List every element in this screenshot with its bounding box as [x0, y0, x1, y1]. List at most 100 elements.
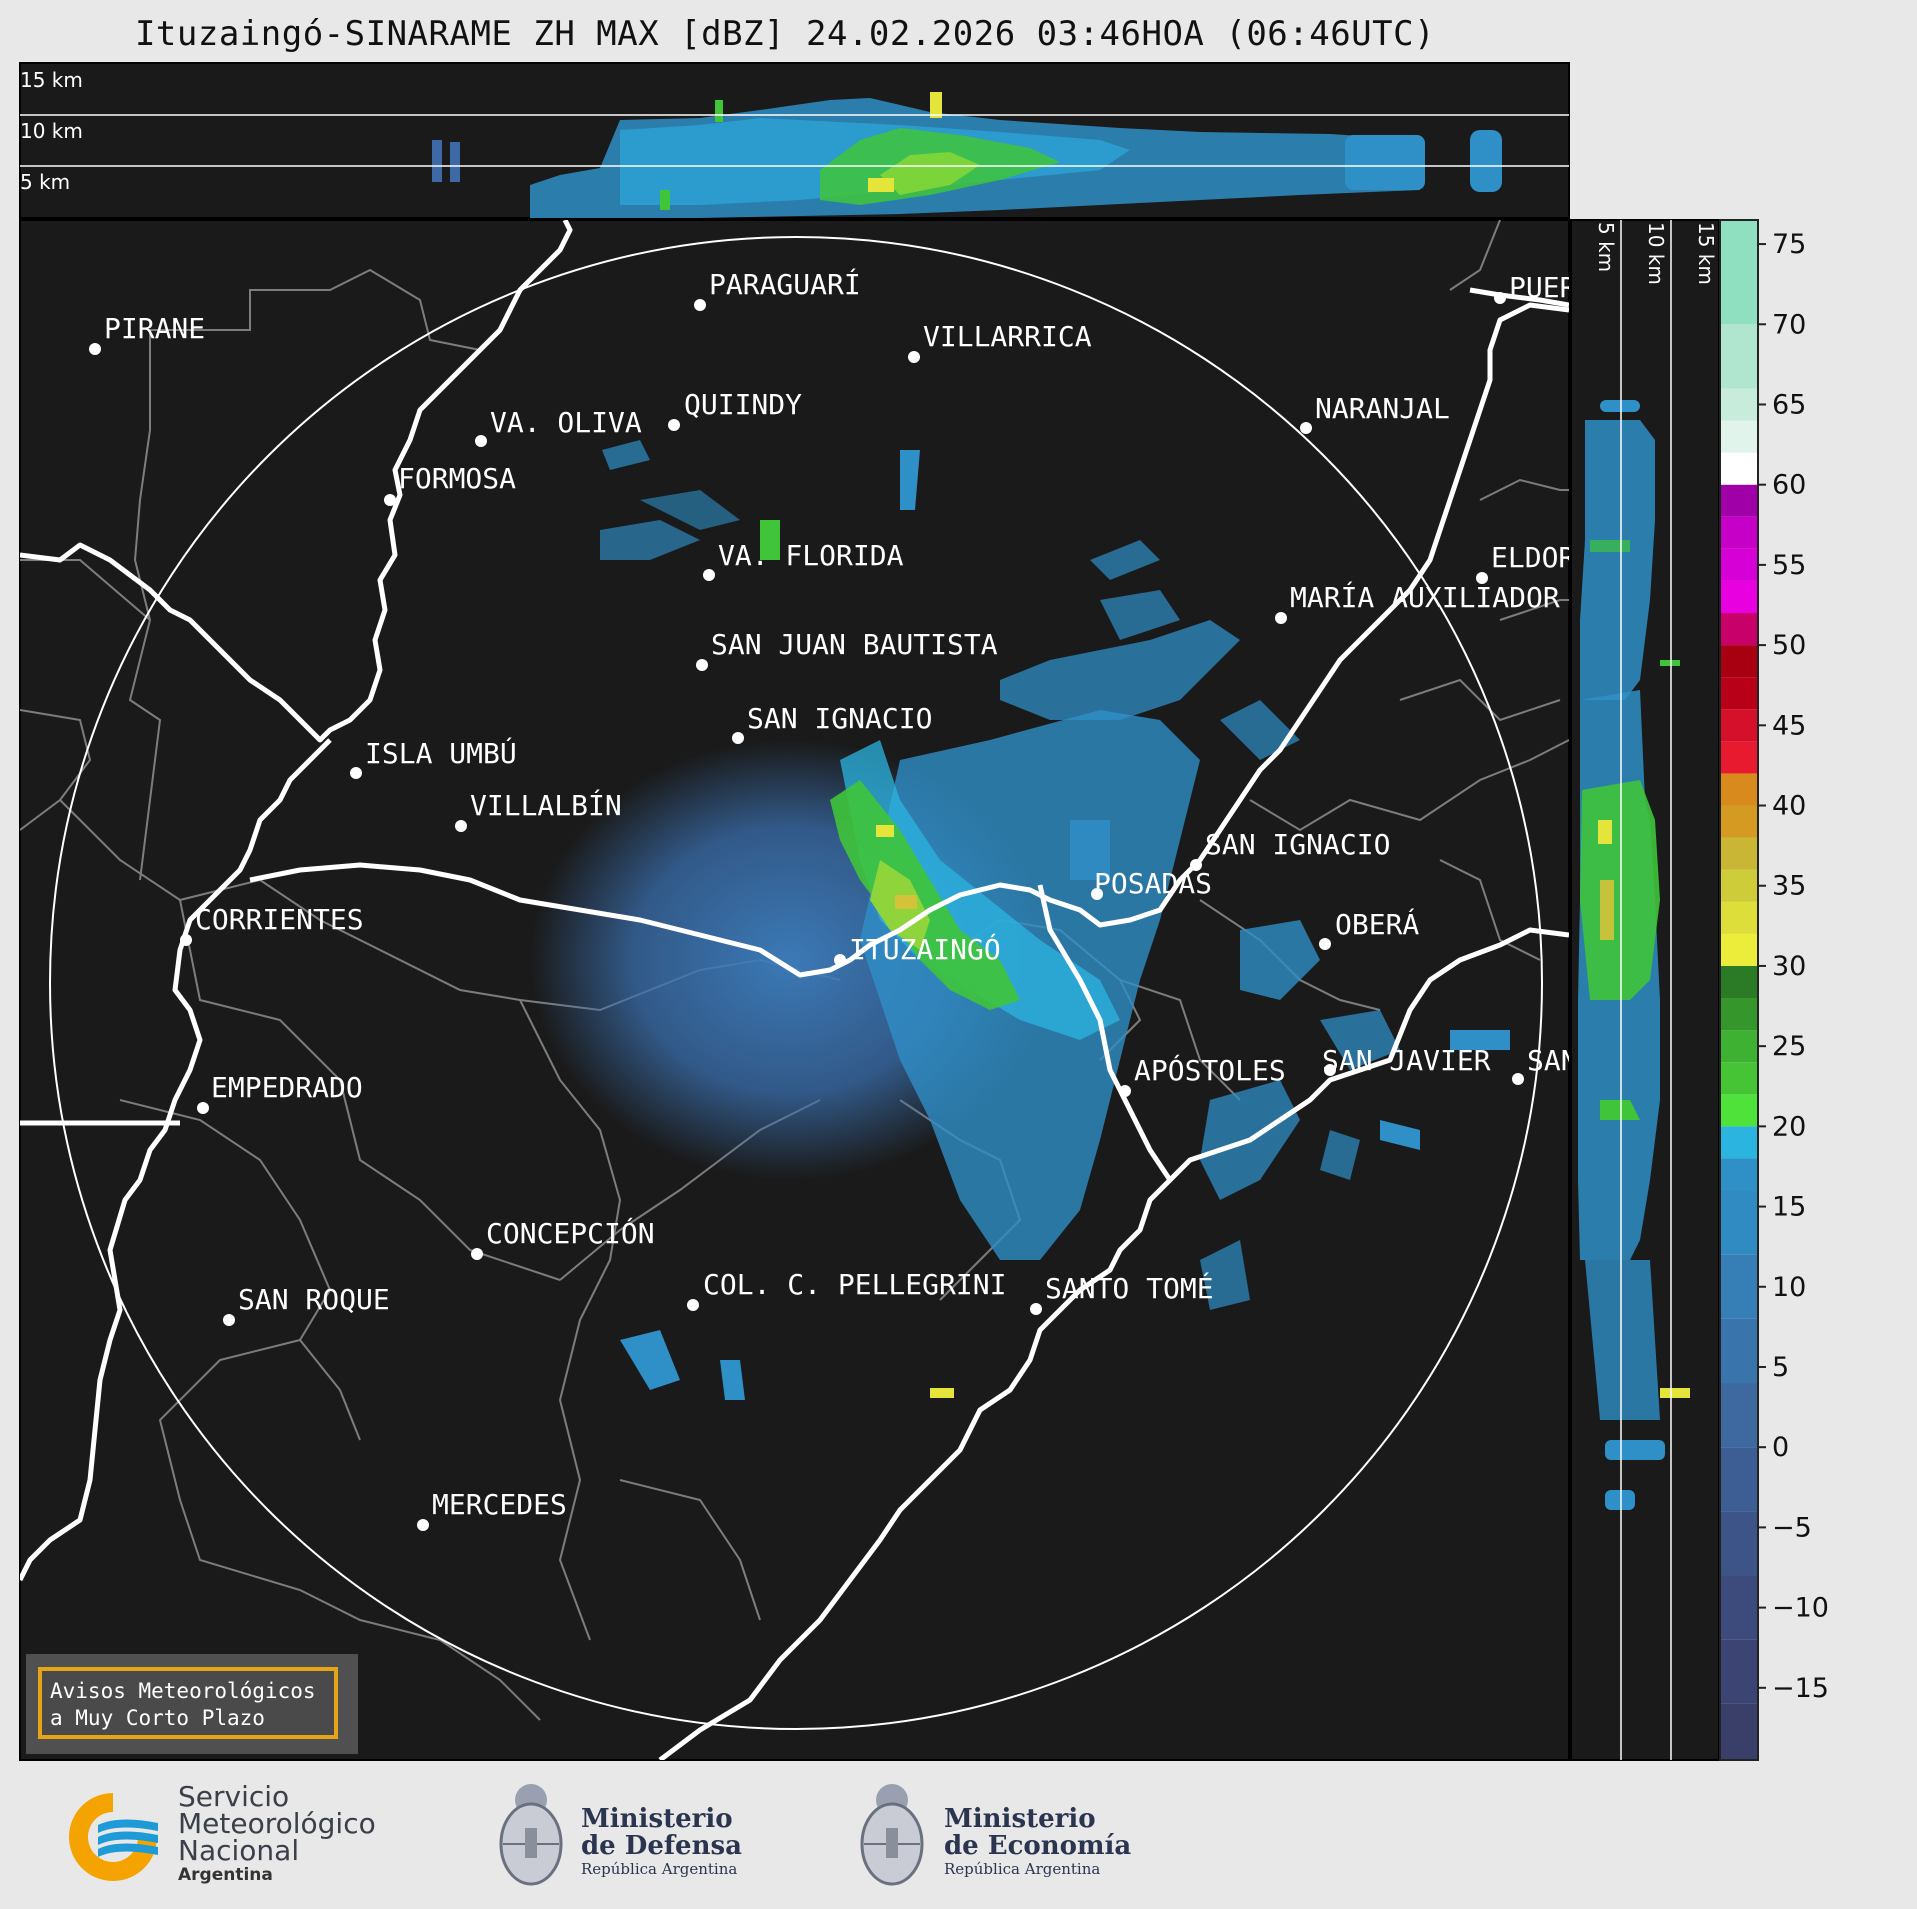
rivers-borders	[20, 220, 1569, 1760]
argentina-shield-icon	[499, 1784, 563, 1886]
svg-text:VA. OLIVA: VA. OLIVA	[490, 406, 642, 439]
city-marker-va-florida: VA. FLORIDA	[703, 539, 904, 581]
colorbar-band	[1720, 324, 1758, 389]
smn-emblem-icon	[69, 1793, 158, 1881]
svg-text:NARANJAL: NARANJAL	[1315, 392, 1450, 425]
side-alt-label-10: 10 km	[1644, 222, 1668, 285]
warning-box[interactable]: Avisos Meteorológicos a Muy Corto Plazo	[38, 1667, 338, 1739]
colorbar-tick-label: 55	[1772, 550, 1806, 581]
svg-text:QUIINDY: QUIINDY	[684, 388, 802, 421]
top-alt-label-5: 5 km	[20, 170, 70, 194]
colorbar-band	[1720, 388, 1758, 421]
city-marker-san-javier: SAN JAVIER	[1322, 1044, 1491, 1077]
svg-text:FORMOSA: FORMOSA	[398, 462, 516, 495]
svg-text:SAN IGNACIO: SAN IGNACIO	[1205, 828, 1390, 861]
svg-text:PARAGUARÍ: PARAGUARÍ	[709, 267, 861, 301]
city-marker-paraguari: PARAGUARÍ	[694, 267, 861, 311]
city-marker-naranjal: NARANJAL	[1300, 392, 1450, 434]
colorbar-band	[1720, 1703, 1758, 1760]
colorbar-band	[1720, 677, 1758, 710]
colorbar-tick-label: 45	[1772, 710, 1806, 741]
colorbar-band	[1720, 1639, 1758, 1704]
colorbar-band	[1720, 220, 1758, 325]
svg-text:MARÍA AUXILIADOR: MARÍA AUXILIADOR	[1290, 580, 1560, 614]
colorbar-tick-label: 20	[1772, 1111, 1806, 1142]
colorbar-tick-label: 35	[1772, 871, 1806, 902]
svg-text:OBERÁ: OBERÁ	[1335, 907, 1419, 941]
colorbar-band	[1720, 1511, 1758, 1576]
city-marker-maria-auxiliador: MARÍA AUXILIADOR	[1275, 580, 1560, 624]
city-marker-san: SAN	[1512, 1044, 1569, 1085]
colorbar-tick-label: −15	[1772, 1673, 1829, 1704]
colorbar-band	[1720, 965, 1758, 999]
svg-text:EMPEDRADO: EMPEDRADO	[211, 1071, 363, 1104]
colorbar-band	[1720, 1094, 1758, 1127]
svg-text:VILLALBÍN: VILLALBÍN	[470, 788, 622, 822]
smn-line-4: Argentina	[178, 1865, 273, 1885]
city-marker-posadas: POSADAS	[1091, 867, 1212, 900]
colorbar-band	[1720, 837, 1758, 870]
argentina-shield-icon	[860, 1784, 924, 1886]
colorbar-tick-label: 60	[1772, 470, 1806, 501]
svg-text:COL. C. PELLEGRINI: COL. C. PELLEGRINI	[703, 1268, 1006, 1301]
colorbar-band	[1720, 741, 1758, 774]
svg-text:CORRIENTES: CORRIENTES	[195, 903, 364, 936]
city-marker-isla-umbu: ISLA UMBÚ	[350, 736, 517, 779]
city-marker-apostoles: APÓSTOLES	[1119, 1053, 1286, 1097]
colorbar-band	[1720, 452, 1758, 485]
colorbar-band	[1720, 1062, 1758, 1095]
colorbar-band	[1720, 1158, 1758, 1191]
svg-text:SAN ROQUE: SAN ROQUE	[238, 1283, 390, 1316]
city-marker-mercedes: MERCEDES	[417, 1488, 567, 1531]
city-marker-puer: PUER	[1494, 271, 1569, 304]
svg-text:PIRANE: PIRANE	[104, 312, 205, 345]
top-alt-label-15: 15 km	[20, 68, 83, 92]
svg-text:ITUZAINGÓ: ITUZAINGÓ	[849, 932, 1001, 966]
colorbar-band	[1720, 1575, 1758, 1640]
defensa-line-3: República Argentina	[581, 1860, 738, 1878]
colorbar-band	[1720, 1254, 1758, 1319]
city-marker-va-oliva: VA. OLIVA	[475, 406, 642, 447]
colorbar-tick-label: −5	[1772, 1512, 1812, 1543]
colorbar-band	[1720, 548, 1758, 581]
colorbar-tick-label: 15	[1772, 1192, 1806, 1223]
svg-text:SAN JAVIER: SAN JAVIER	[1322, 1044, 1491, 1077]
colorbar-tick-label: 0	[1772, 1432, 1789, 1463]
svg-text:ISLA UMBÚ: ISLA UMBÚ	[365, 736, 517, 770]
svg-text:ELDOR: ELDOR	[1491, 541, 1575, 574]
range-ring	[49, 236, 1543, 1730]
colorbar-tick-label: 30	[1772, 951, 1806, 982]
city-marker-empedrado: EMPEDRADO	[197, 1071, 363, 1114]
colorbar-band	[1720, 1383, 1758, 1448]
colorbar-band	[1720, 773, 1758, 806]
city-marker-concepcion: CONCEPCIÓN	[471, 1216, 655, 1260]
side-alt-label-15: 15 km	[1694, 222, 1718, 285]
city-marker-ituzaingo: ITUZAINGÓ	[834, 932, 1001, 966]
colorbar-tick-label: 25	[1772, 1031, 1806, 1062]
colorbar-band	[1720, 1030, 1758, 1063]
city-marker-col-pellegrini: COL. C. PELLEGRINI	[687, 1268, 1006, 1311]
economia-line-3: República Argentina	[944, 1860, 1101, 1878]
colorbar-band	[1720, 420, 1758, 453]
top-alt-label-10: 10 km	[20, 119, 83, 143]
colorbar-band	[1720, 1190, 1758, 1255]
colorbar-tick-label: 40	[1772, 791, 1806, 822]
radar-map-panel: PIRANE PARAGUARÍ VILLARRICA PUER NARANJA…	[19, 219, 1575, 1761]
colorbar-band	[1720, 1126, 1758, 1159]
city-marker-santo-tome: SANTO TOMÉ	[1030, 1271, 1214, 1315]
colorbar-band	[1720, 709, 1758, 742]
colorbar-band	[1720, 1318, 1758, 1384]
colorbar-band	[1720, 613, 1758, 646]
colorbar-tick-label: 50	[1772, 630, 1806, 661]
admin-boundaries	[20, 220, 1569, 1721]
colorbar-tick-label: −10	[1772, 1593, 1829, 1624]
colorbar-band	[1720, 516, 1758, 549]
city-marker-villarrica: VILLARRICA	[908, 320, 1092, 363]
svg-text:CONCEPCIÓN: CONCEPCIÓN	[486, 1216, 655, 1250]
svg-text:VA. FLORIDA: VA. FLORIDA	[718, 539, 904, 572]
svg-text:MERCEDES: MERCEDES	[432, 1488, 567, 1521]
colorbar-tick-label: 65	[1772, 389, 1806, 420]
